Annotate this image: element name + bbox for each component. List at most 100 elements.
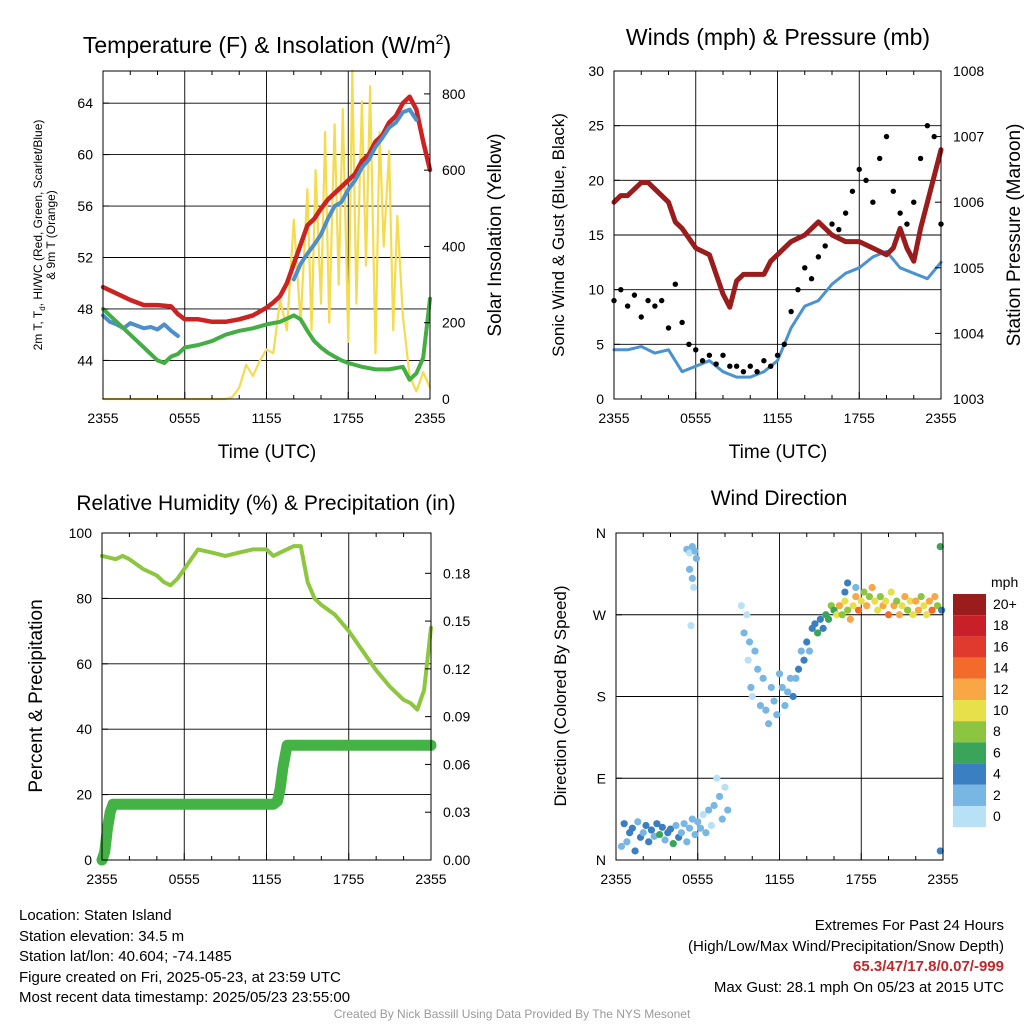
- direction-point: [781, 701, 789, 710]
- direction-point: [898, 602, 906, 610]
- y-tick-label: 40: [76, 721, 92, 737]
- direction-point: [647, 826, 656, 834]
- credit-line: Created By Nick Bassill Using Data Provi…: [333, 1007, 691, 1021]
- recent-timestamp: Most recent data timestamp: 2025/05/23 2…: [19, 989, 351, 1006]
- x-tick-label: 2355: [415, 871, 446, 887]
- extremes-title: Extremes For Past 24 Hours: [814, 917, 1004, 934]
- direction-point: [901, 592, 909, 601]
- direction-point: [860, 588, 868, 596]
- direction-point: [887, 588, 895, 596]
- y-right-tick-label: 1005: [953, 260, 984, 276]
- y-tick-label: S: [597, 689, 606, 705]
- legend-label: 6: [993, 744, 1001, 760]
- gust-point: [876, 155, 883, 162]
- precipitation-line: [96, 739, 437, 866]
- y-tick-label: 64: [77, 95, 93, 111]
- direction-point: [754, 665, 762, 673]
- temperature-ticks: 2355 0555 1155 1755 2355 44 48 52 56 60 64 0 200 400 6…: [77, 71, 466, 426]
- x-tick-label: 1155: [762, 410, 792, 426]
- gust-point: [679, 319, 685, 326]
- direction-point: [844, 579, 852, 587]
- gust-point: [890, 188, 897, 194]
- x-tick-label: 0555: [682, 871, 713, 887]
- direction-point: [865, 592, 874, 601]
- gust-point: [665, 325, 672, 331]
- legend-swatch: [953, 700, 986, 722]
- direction-point: [863, 602, 871, 610]
- direction-point: [669, 840, 677, 848]
- wind-pressure-panel: Winds (mph) & Pressure (mb) 2355 0555 1155…: [549, 24, 1024, 463]
- wind-panel-title: Winds (mph) & Pressure (mb): [626, 24, 930, 50]
- y-tick-label: 5: [596, 336, 604, 352]
- wind-direction-ticks: 2355 0555 1155 1755 2355 N E S W N: [593, 525, 959, 887]
- direction-point: [658, 823, 666, 831]
- station-elevation: Station elevation: 34.5 m: [19, 927, 185, 945]
- insolation-y-axis-label: Solar Insolation (Yellow): [485, 133, 506, 336]
- direction-point: [931, 592, 939, 601]
- y-right-tick-label: 0.09: [443, 709, 470, 725]
- direction-point: [775, 670, 784, 678]
- direction-point: [846, 615, 854, 623]
- gust-point: [740, 368, 747, 375]
- direction-point: [718, 815, 726, 823]
- direction-point: [759, 674, 767, 682]
- y-tick-label: 15: [588, 227, 604, 243]
- y-right-tick-label: 0.15: [443, 613, 470, 629]
- direction-point: [634, 818, 642, 826]
- legend-label: 18: [993, 617, 1009, 633]
- x-tick-label: 0555: [169, 871, 200, 887]
- y-right-tick-label: 1008: [953, 63, 984, 79]
- y-tick-label: 44: [77, 352, 93, 368]
- legend-label: 14: [993, 660, 1009, 676]
- humidity-line: [100, 544, 433, 712]
- direction-point: [914, 606, 923, 614]
- windchill-line: [101, 313, 180, 338]
- gust-point: [836, 226, 842, 233]
- legend-swatch: [953, 721, 986, 743]
- direction-point: [805, 647, 814, 655]
- direction-point: [687, 622, 695, 630]
- direction-point: [874, 606, 882, 614]
- y-tick-label: 48: [77, 301, 93, 317]
- y-tick-label: 20: [588, 172, 604, 188]
- gust-point: [618, 286, 624, 293]
- gust-point: [733, 363, 740, 369]
- legend-swatch: [953, 742, 986, 764]
- direction-point: [852, 592, 860, 601]
- x-tick-label: 0555: [169, 410, 200, 426]
- direction-point: [743, 611, 751, 619]
- extremes-info: Extremes For Past 24 Hours (High/Low/Max…: [688, 916, 1004, 998]
- direction-point: [844, 606, 852, 614]
- direction-point: [747, 683, 755, 692]
- y-tick-label: 100: [69, 525, 93, 541]
- y-tick-label: 25: [588, 118, 604, 134]
- legend-swatch: [953, 806, 986, 828]
- windchill-line: [291, 107, 419, 282]
- wind-grid: [614, 71, 941, 399]
- direction-point: [656, 830, 664, 839]
- direction-point: [871, 597, 879, 605]
- direction-point: [784, 688, 792, 696]
- direction-point: [884, 611, 893, 619]
- y-tick-label: 60: [77, 147, 93, 163]
- direction-point: [685, 565, 694, 573]
- direction-point: [740, 629, 748, 637]
- pressure-y-axis-label: Station Pressure (Maroon): [1004, 124, 1024, 347]
- humidity-ticks: 2355 0555 1155 1755 2355 0 20 40 60 80 100 0.00 0.03…: [69, 525, 471, 887]
- humidity-grid: [102, 533, 431, 860]
- legend-swatch: [953, 678, 986, 700]
- wind-x-axis-label: Time (UTC): [729, 442, 828, 463]
- gust-point: [672, 281, 679, 287]
- direction-point: [819, 624, 827, 632]
- gust-point: [924, 122, 931, 129]
- y-right-tick-label: 600: [442, 162, 466, 178]
- direction-point: [721, 783, 729, 791]
- gust-point: [829, 221, 835, 227]
- direction-point: [661, 836, 669, 844]
- direction-point: [928, 606, 936, 614]
- gust-point: [727, 363, 733, 369]
- direction-point: [838, 611, 846, 619]
- temperature-panel-title: Temperature (F) & Insolation (W/m2): [83, 31, 451, 58]
- gust-point: [883, 133, 890, 140]
- legend-swatch: [953, 784, 986, 806]
